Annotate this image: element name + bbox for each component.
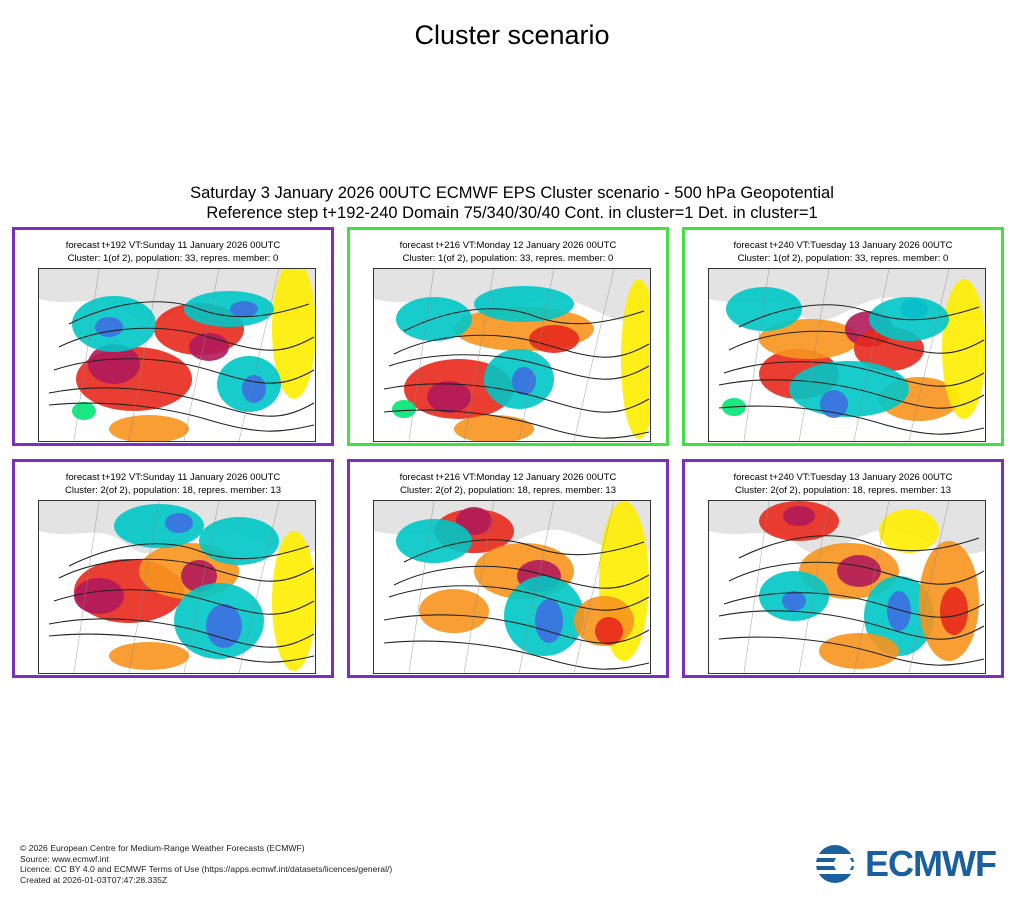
panel-cluster-label: Cluster: 1(of 2), population: 33, repres… xyxy=(67,253,279,264)
source-line: Source: www.ecmwf.int xyxy=(20,853,109,864)
panel-caption: forecast t+240 VT:Tuesday 13 January 202… xyxy=(685,471,1001,497)
header-line-1: Saturday 3 January 2026 00UTC ECMWF EPS … xyxy=(190,184,834,202)
panel-caption: forecast t+240 VT:Tuesday 13 January 202… xyxy=(685,239,1001,265)
ecmwf-logo: ECMWF xyxy=(813,844,1008,884)
panel-cluster-label: Cluster: 1(of 2), population: 33, repres… xyxy=(737,253,949,264)
map-cluster1-t192 xyxy=(38,268,316,442)
panel-cluster-label: Cluster: 2(of 2), population: 18, repres… xyxy=(65,485,281,496)
panel-cluster2-t240: forecast t+240 VT:Tuesday 13 January 202… xyxy=(682,459,1004,678)
map-cluster1-t216 xyxy=(373,268,651,442)
panel-caption: forecast t+216 VT:Monday 12 January 2026… xyxy=(350,239,666,265)
panel-cluster1-t216: forecast t+216 VT:Monday 12 January 2026… xyxy=(347,227,669,446)
licence-line: Licence: CC BY 4.0 and ECMWF Terms of Us… xyxy=(20,864,393,875)
ecmwf-logo-text: ECMWF xyxy=(865,843,997,884)
panel-cluster2-t192: forecast t+192 VT:Sunday 11 January 2026… xyxy=(12,459,334,678)
map-cluster2-t192 xyxy=(38,500,316,674)
copyright-line: © 2026 European Centre for Medium-Range … xyxy=(20,843,305,853)
panel-caption: forecast t+216 VT:Monday 12 January 2026… xyxy=(350,471,666,497)
ecmwf-logo-icon xyxy=(813,845,861,883)
panel-forecast-label: forecast t+216 VT:Monday 12 January 2026… xyxy=(399,472,617,483)
panel-cluster1-t240: forecast t+240 VT:Tuesday 13 January 202… xyxy=(682,227,1004,446)
panel-forecast-label: forecast t+240 VT:Tuesday 13 January 202… xyxy=(733,472,953,483)
created-line: Created at 2026-01-03T07:47:28.335Z xyxy=(20,874,168,885)
panel-cluster-label: Cluster: 2(of 2), population: 18, repres… xyxy=(735,485,951,496)
panel-forecast-label: forecast t+240 VT:Tuesday 13 January 202… xyxy=(733,240,953,251)
copyright-footer: © 2026 European Centre for Medium-Range … xyxy=(20,843,392,885)
panel-forecast-label: forecast t+192 VT:Sunday 11 January 2026… xyxy=(65,240,281,251)
panel-cluster2-t216: forecast t+216 VT:Monday 12 January 2026… xyxy=(347,459,669,678)
header-line-2: Reference step t+192-240 Domain 75/340/3… xyxy=(206,204,818,222)
panel-cluster-label: Cluster: 2(of 2), population: 18, repres… xyxy=(400,485,616,496)
panel-cluster1-t192: forecast t+192 VT:Sunday 11 January 2026… xyxy=(12,227,334,446)
panel-forecast-label: forecast t+192 VT:Sunday 11 January 2026… xyxy=(65,472,281,483)
chart-header: Saturday 3 January 2026 00UTC ECMWF EPS … xyxy=(0,183,1024,223)
panel-caption: forecast t+192 VT:Sunday 11 January 2026… xyxy=(15,239,331,265)
map-cluster2-t216 xyxy=(373,500,651,674)
panel-forecast-label: forecast t+216 VT:Monday 12 January 2026… xyxy=(399,240,617,251)
panel-caption: forecast t+192 VT:Sunday 11 January 2026… xyxy=(15,471,331,497)
page-title: Cluster scenario xyxy=(414,20,610,50)
map-cluster1-t240 xyxy=(708,268,986,442)
map-cluster2-t240 xyxy=(708,500,986,674)
panel-cluster-label: Cluster: 1(of 2), population: 33, repres… xyxy=(402,253,614,264)
